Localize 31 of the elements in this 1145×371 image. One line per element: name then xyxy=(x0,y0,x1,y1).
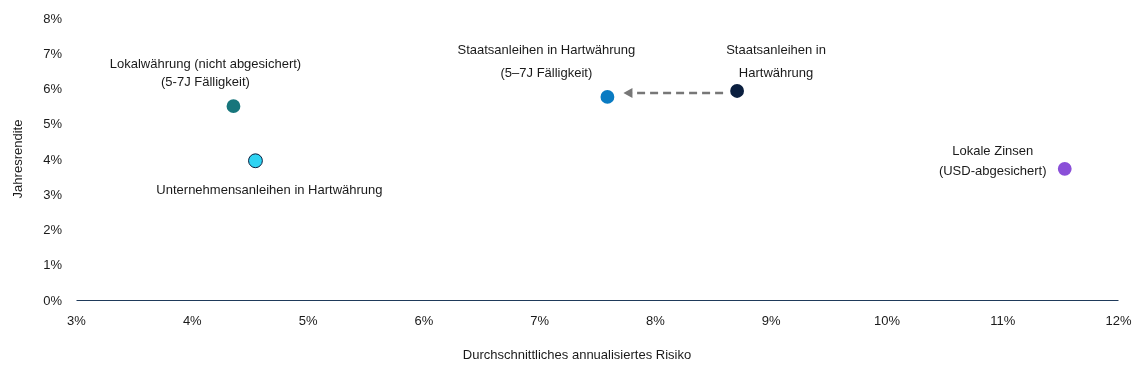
x-axis-title: Durchschnittliches annualisiertes Risiko xyxy=(462,347,692,362)
point xyxy=(1057,161,1072,176)
y-tick-label: 1% xyxy=(43,257,63,273)
y-tick-label: 3% xyxy=(43,186,63,202)
x-tick-label: 8% xyxy=(645,313,666,329)
x-tick-label: 10% xyxy=(873,313,901,329)
x-tick-label: 3% xyxy=(67,313,87,329)
series-label: Unternehmensanleihen in Hartwährung xyxy=(156,181,383,197)
point xyxy=(226,99,241,114)
series-label: Lokale Zinsen (USD-abgesichert) xyxy=(938,142,1047,178)
point xyxy=(248,153,263,169)
point xyxy=(600,90,615,104)
y-tick-label: 7% xyxy=(43,45,63,61)
y-tick-label: 5% xyxy=(43,116,63,132)
x-tick-label: 12% xyxy=(1105,313,1132,329)
text: Lokalwährung (nicht abgesichert) (5-7J Fälligkeit) xyxy=(109,56,302,90)
y-tick-label: 0% xyxy=(43,292,63,308)
y-tick-label: 6% xyxy=(43,81,63,97)
x-tick-label: 7% xyxy=(530,313,550,329)
x-tick-label: 11% xyxy=(990,313,1016,329)
y-tick-label: 8% xyxy=(43,10,63,26)
point xyxy=(730,84,744,98)
y-tick-label: 2% xyxy=(43,222,63,238)
x-tick-label: 6% xyxy=(414,313,434,329)
series-label: Staatsanleihen in Hartwährung xyxy=(726,41,826,80)
x-tick-label: 9% xyxy=(761,313,781,329)
y-axis-title: Jahresrendite xyxy=(10,119,25,199)
series-label: Staatsanleihen in Hartwährung (5–7J Fälligkeit) xyxy=(457,41,636,80)
x-tick-label: 4% xyxy=(182,313,203,329)
y-tick-label: 4% xyxy=(43,151,63,167)
x-tick-label: 5% xyxy=(298,313,318,329)
